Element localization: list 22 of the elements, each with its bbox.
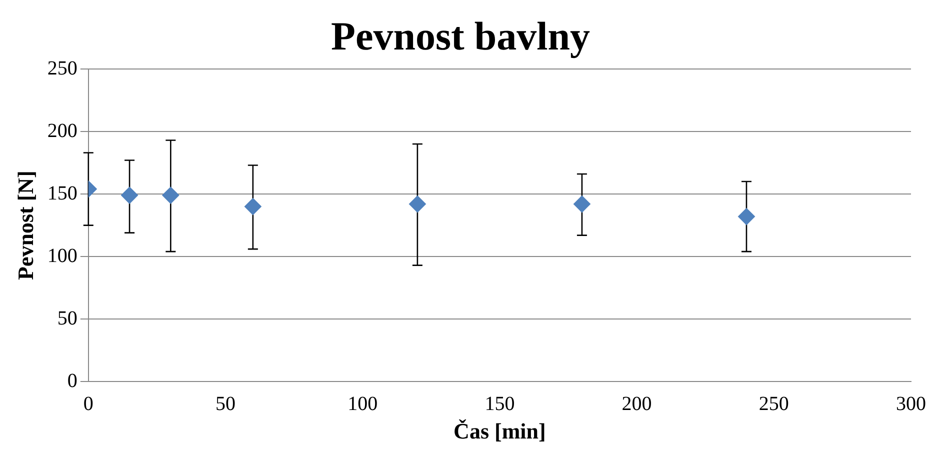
x-axis-title: Čas [min] — [454, 418, 546, 444]
x-tick-label: 0 — [83, 392, 94, 415]
y-tick-label: 150 — [47, 182, 78, 204]
point — [738, 208, 755, 226]
point — [244, 198, 262, 216]
y-tick-label: 0 — [67, 370, 78, 392]
y-tick-label: 100 — [47, 244, 78, 267]
x-tick-label: 50 — [216, 392, 236, 415]
x-tick-label: 100 — [348, 392, 378, 415]
y-tick-label: 250 — [47, 57, 78, 80]
x-tick-label: 150 — [484, 392, 515, 415]
y-tick-label: 50 — [57, 307, 78, 330]
chart-title: Pevnost bavlny — [331, 13, 590, 58]
x-tick-label: 250 — [758, 392, 789, 415]
x-tick-label: 300 — [896, 392, 926, 415]
point — [121, 186, 138, 204]
point — [573, 196, 590, 213]
point — [162, 186, 180, 204]
point — [408, 196, 426, 213]
y-tick-label: 200 — [47, 120, 78, 142]
x-tick-label: 200 — [622, 392, 652, 415]
y-axis-title: Pevnost [N] — [12, 170, 38, 280]
